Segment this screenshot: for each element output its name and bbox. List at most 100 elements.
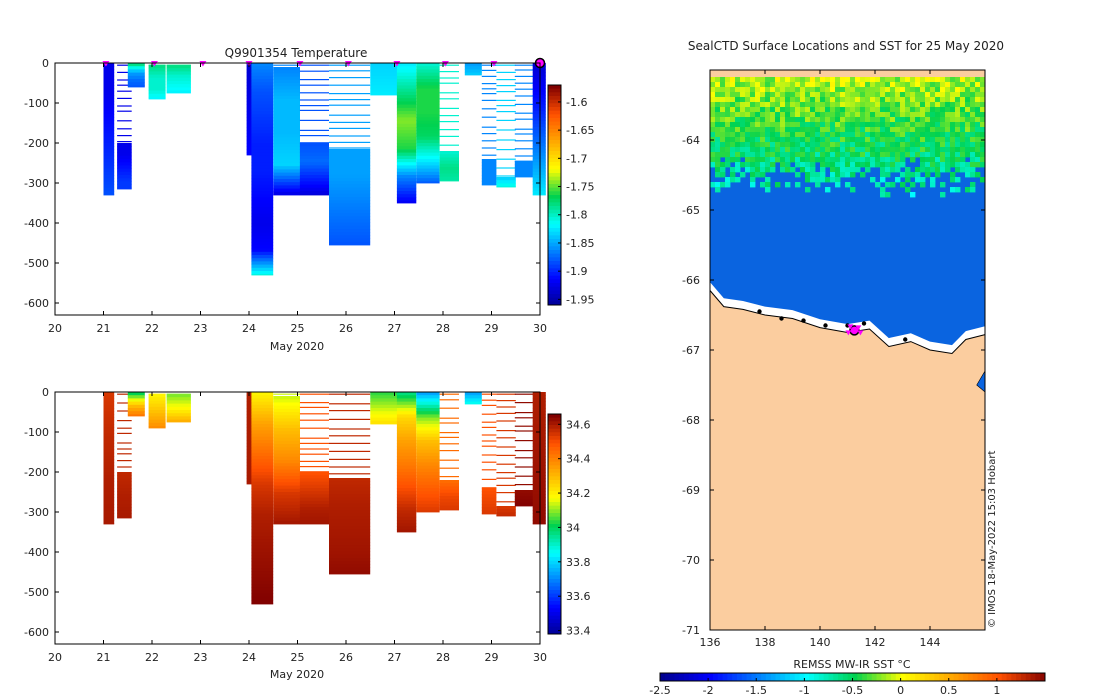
map-colorbar-segment bbox=[958, 673, 964, 681]
sst-cell bbox=[930, 92, 936, 98]
sst-cell bbox=[945, 147, 951, 153]
map-colorbar-segment bbox=[881, 673, 887, 681]
profile-cell bbox=[329, 545, 371, 549]
profile-cell bbox=[396, 411, 417, 415]
profile-cell bbox=[246, 443, 252, 447]
profile-line bbox=[514, 430, 535, 432]
profile-cell bbox=[148, 68, 166, 72]
colorbar-segment bbox=[548, 257, 561, 262]
profile-cell bbox=[103, 146, 115, 150]
sst-cell bbox=[870, 162, 876, 168]
profile-cell bbox=[532, 468, 546, 473]
profile-cell bbox=[532, 398, 546, 402]
sst-cell bbox=[875, 137, 881, 143]
profile-cell bbox=[396, 526, 417, 530]
sst-cell bbox=[890, 157, 896, 163]
sst-cell bbox=[940, 132, 946, 138]
profile-cell bbox=[273, 179, 300, 183]
profile-cell bbox=[251, 593, 274, 598]
sst-cell bbox=[810, 172, 816, 178]
profile-cell bbox=[416, 484, 440, 489]
profile-line bbox=[329, 93, 371, 95]
sst-cell bbox=[875, 182, 881, 188]
sst-cell bbox=[915, 92, 921, 98]
profile-cell bbox=[439, 154, 459, 158]
profile-cell bbox=[127, 411, 145, 415]
sst-cell bbox=[815, 77, 821, 83]
sst-cell bbox=[970, 142, 976, 148]
sst-cell bbox=[820, 132, 826, 138]
sst-cell bbox=[950, 107, 956, 113]
sst-cell bbox=[760, 127, 766, 133]
sst-cell bbox=[715, 162, 721, 168]
profile-line bbox=[299, 64, 329, 66]
colorbar-segment bbox=[548, 623, 561, 628]
y-tick-label: -400 bbox=[24, 546, 49, 559]
sst-cell bbox=[935, 167, 941, 173]
sst-cell bbox=[775, 127, 781, 133]
sst-cell bbox=[725, 147, 731, 153]
profile-cell bbox=[532, 443, 546, 447]
profile-cell bbox=[416, 85, 440, 89]
map-y-tick-label: -69 bbox=[682, 484, 700, 497]
colorbar-segment bbox=[548, 286, 561, 291]
profile-cell bbox=[251, 187, 274, 192]
sst-cell bbox=[720, 132, 726, 138]
sst-cell bbox=[715, 182, 721, 188]
profile-line bbox=[439, 129, 459, 131]
profile-cell bbox=[246, 446, 252, 450]
sst-cell bbox=[885, 122, 891, 128]
profile-cell bbox=[481, 488, 497, 492]
sst-cell bbox=[935, 112, 941, 118]
profile-line bbox=[439, 82, 459, 84]
profile-cell bbox=[251, 532, 274, 537]
profile-line bbox=[514, 475, 535, 477]
profile-cell bbox=[251, 596, 274, 601]
sst-cell bbox=[875, 157, 881, 163]
profile-cell bbox=[103, 107, 115, 112]
profile-line bbox=[496, 406, 516, 408]
sst-cell bbox=[785, 107, 791, 113]
sst-cell bbox=[955, 157, 961, 163]
colorbar-segment bbox=[548, 85, 561, 90]
sst-cell bbox=[745, 152, 751, 158]
sst-cell bbox=[845, 147, 851, 153]
sst-cell bbox=[765, 162, 771, 168]
sst-cell bbox=[940, 127, 946, 133]
sst-cell bbox=[765, 187, 771, 193]
surface-marker bbox=[393, 61, 401, 67]
colorbar-segment bbox=[548, 140, 561, 145]
map-colorbar-segment bbox=[717, 673, 724, 681]
profile-cell bbox=[396, 440, 417, 444]
y-tick-label: -400 bbox=[24, 217, 49, 230]
map-colorbar-segment bbox=[1030, 673, 1036, 681]
sst-cell bbox=[735, 177, 741, 183]
sst-cell bbox=[765, 112, 771, 118]
profile-cell bbox=[396, 178, 417, 182]
profile-cell bbox=[532, 114, 546, 118]
profile-cell bbox=[396, 520, 417, 524]
sst-cell bbox=[945, 157, 951, 163]
profile-cell bbox=[532, 472, 546, 476]
profile-cell bbox=[416, 420, 440, 425]
sst-cell bbox=[880, 77, 886, 83]
sst-cell bbox=[925, 82, 931, 88]
profile-cell bbox=[273, 111, 300, 116]
profile-cell bbox=[273, 498, 300, 502]
profile-cell bbox=[416, 440, 440, 444]
profile-cell bbox=[103, 130, 115, 134]
sst-cell bbox=[835, 82, 841, 88]
map-colorbar-segment bbox=[871, 673, 878, 681]
map-colorbar-segment bbox=[669, 673, 675, 681]
sst-cell bbox=[900, 87, 906, 93]
profile-cell bbox=[148, 97, 166, 100]
sst-cell bbox=[965, 167, 971, 173]
profile-cell bbox=[439, 160, 459, 165]
sst-cell bbox=[785, 167, 791, 173]
sst-cell bbox=[935, 172, 941, 178]
sst-cell bbox=[710, 82, 716, 88]
sst-cell bbox=[785, 182, 791, 188]
map-colorbar-segment bbox=[712, 673, 719, 681]
profile-cell bbox=[273, 517, 300, 522]
colorbar-segment bbox=[548, 417, 561, 422]
